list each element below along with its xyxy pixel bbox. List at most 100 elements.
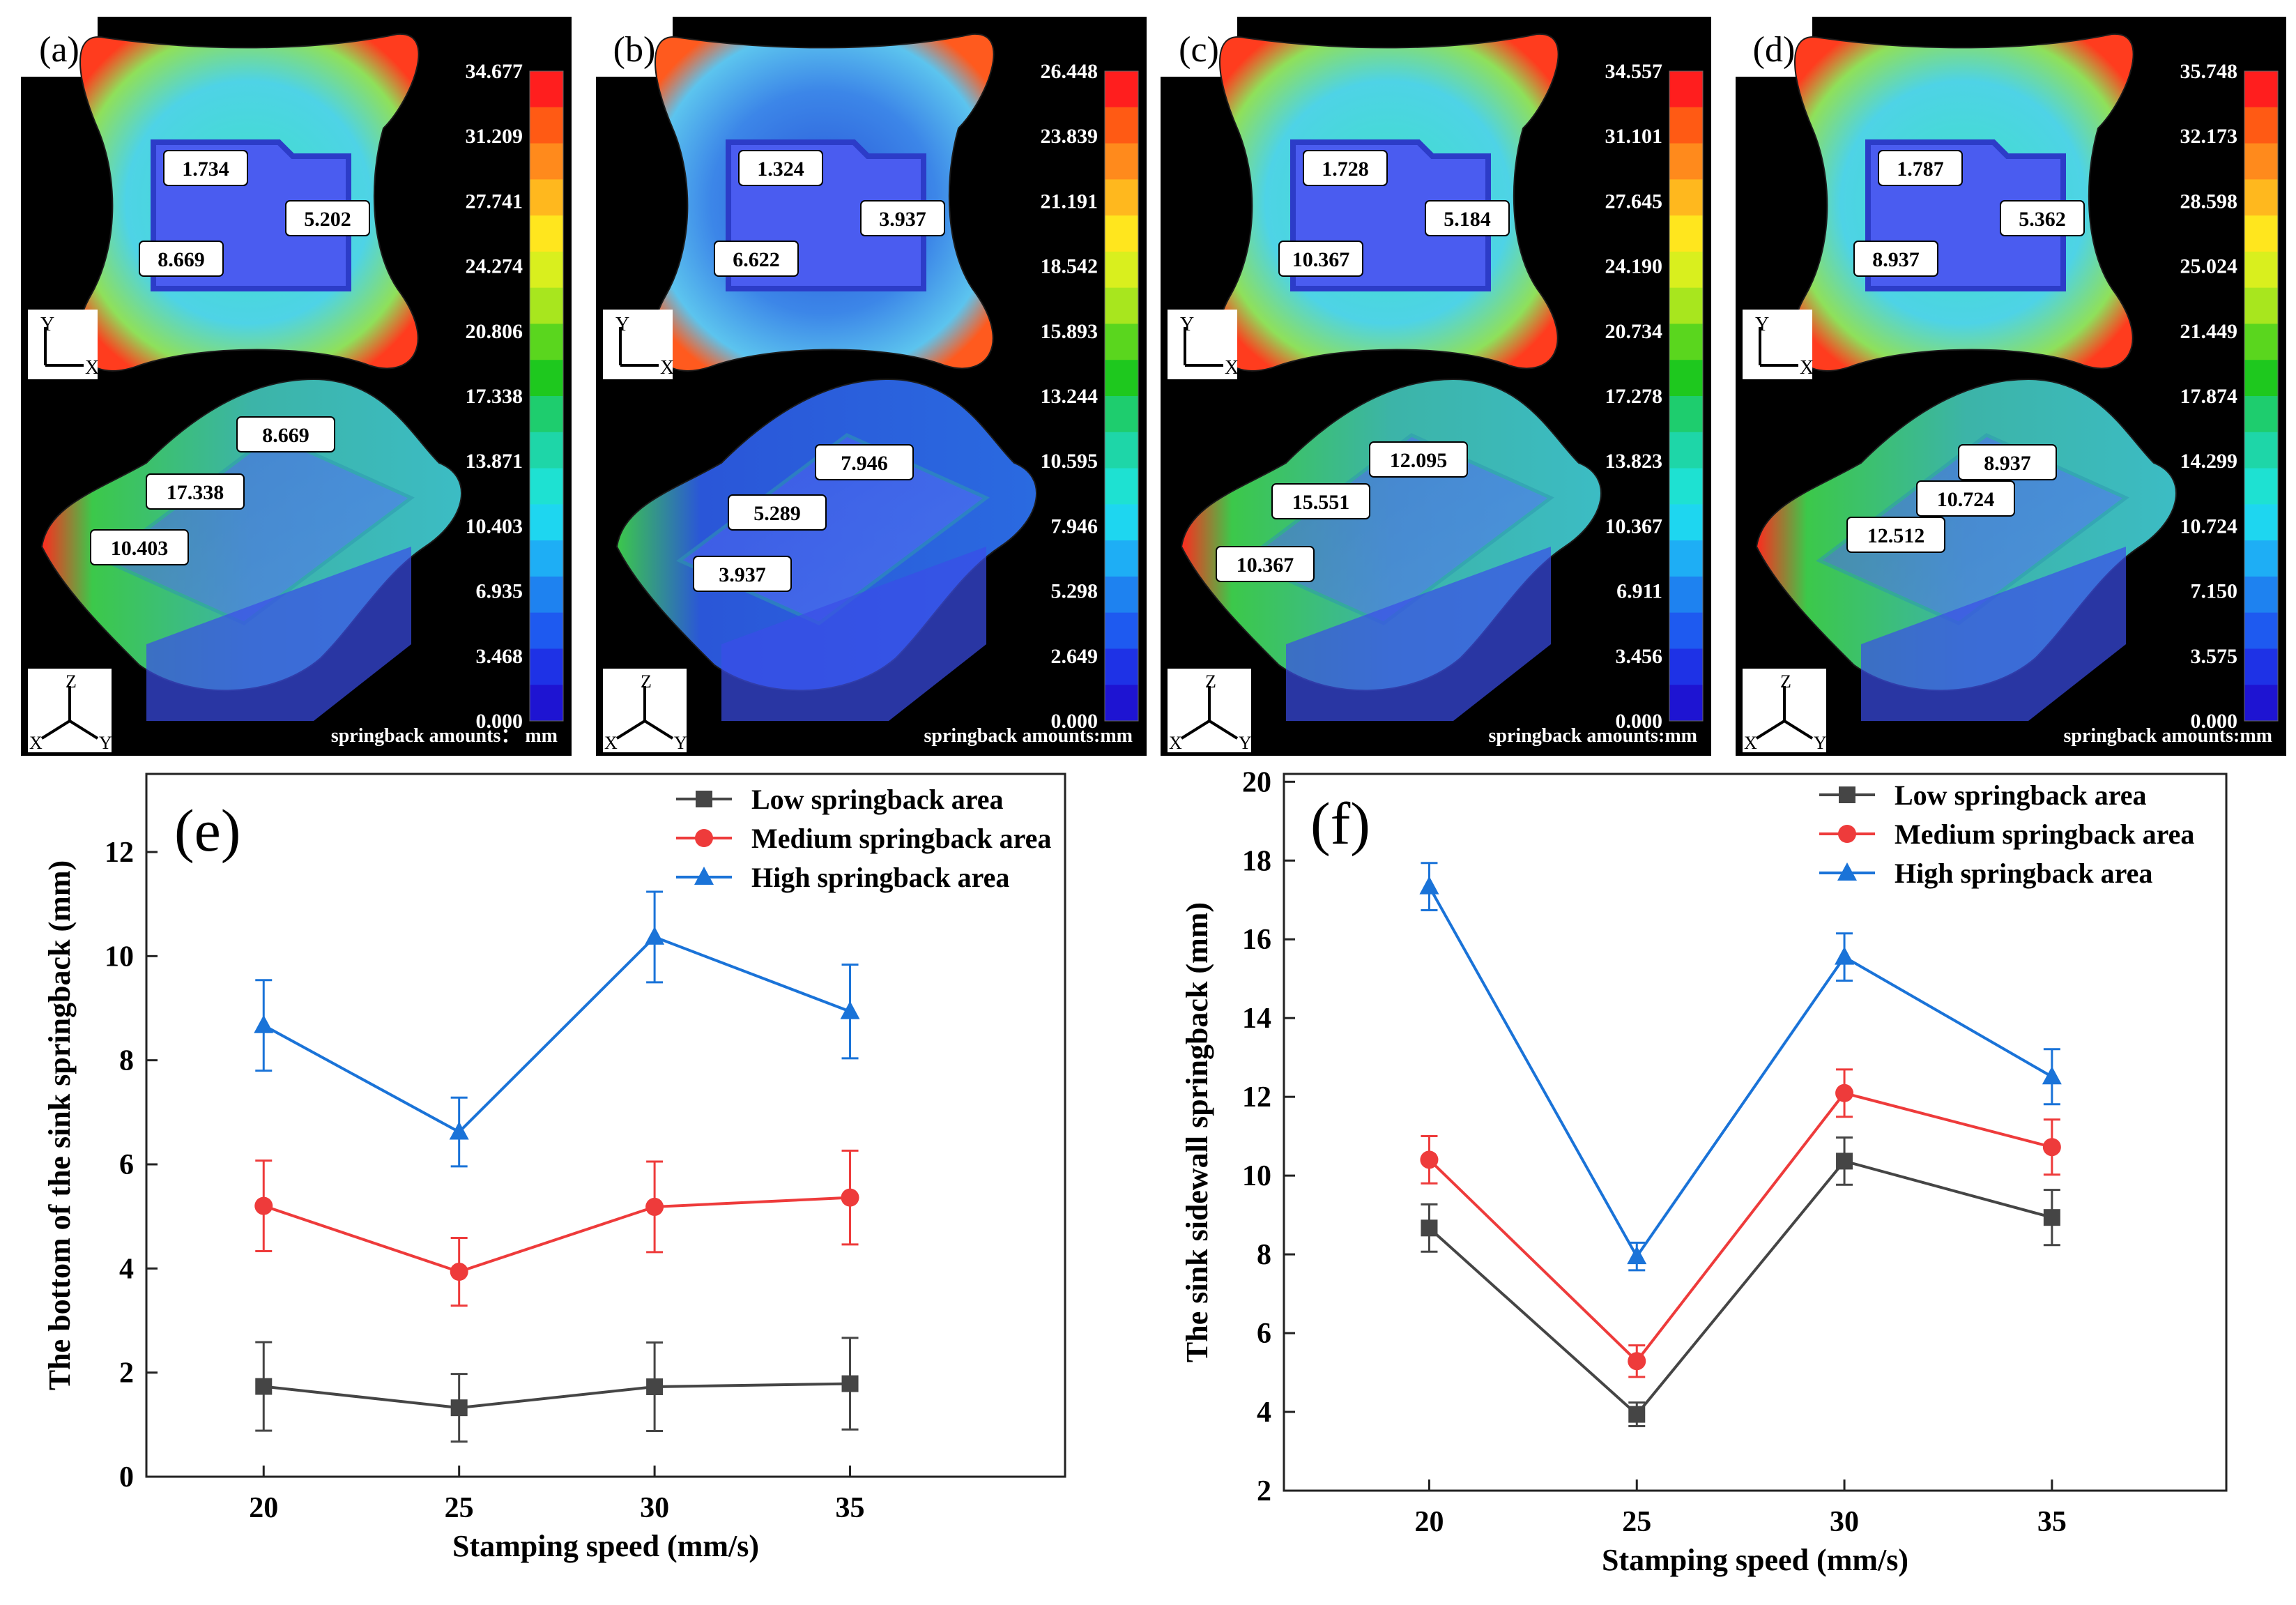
data-point-marker	[1628, 1406, 1646, 1423]
scale-outline	[529, 70, 564, 722]
scale-segment	[1105, 396, 1138, 433]
scale-segment	[2244, 612, 2278, 649]
data-point-marker	[2042, 1138, 2061, 1157]
iso-value-box	[693, 556, 792, 592]
scale-tick-label: 6.935	[476, 580, 523, 603]
legend-label: Low springback area	[1895, 779, 2147, 811]
axis-y-label: Y	[615, 314, 629, 335]
scale-segment	[2244, 432, 2278, 469]
scale-title: springback amounts:mm	[2064, 725, 2272, 747]
iso-value-label: 10.367	[1237, 554, 1294, 577]
scale-segment	[1105, 612, 1138, 649]
iso-value-box	[1271, 483, 1370, 519]
scale-segment	[1669, 143, 1703, 180]
axis-z-label: Z	[66, 671, 77, 692]
contour-panel-b: (b) 1.324 3.937 6.622 Y X 7.946 5.289 3.937 Z X Y 26…	[596, 17, 1147, 756]
iso-value-label: 7.946	[841, 452, 888, 475]
scale-segment	[1105, 143, 1138, 180]
scale-segment	[2244, 251, 2278, 289]
x-tick-label: 35	[2037, 1506, 2067, 1538]
legend-label: Medium springback area	[1895, 819, 2194, 850]
series-triangle	[1419, 862, 2062, 1272]
scale-tick-label: 3.468	[476, 645, 523, 668]
y-tick-label: 2	[1257, 1475, 1271, 1507]
scale-segment	[2244, 215, 2278, 252]
y-tick-label: 2	[119, 1357, 134, 1390]
top-value-box	[1425, 200, 1510, 236]
scale-segment	[530, 143, 563, 180]
y-tick-label: 8	[119, 1045, 134, 1077]
y-tick-label: 10	[1242, 1160, 1271, 1192]
x-axis-label: Stamping speed (mm/s)	[1602, 1543, 1908, 1577]
axis-triad-top-box	[28, 310, 98, 379]
line-chart-e: 0 2 4 6 8 10 12 20 25 30 35 Stamping speed (mm/s) Th…	[43, 773, 1066, 1563]
scale-segment	[1105, 648, 1138, 685]
data-point-marker	[1836, 1153, 1853, 1170]
scale-tick-label: 0.000	[476, 710, 523, 733]
data-point-marker	[450, 1263, 468, 1281]
data-point-marker	[1835, 946, 1855, 965]
top-value-label: 5.362	[2019, 208, 2066, 231]
iso-value-box	[90, 529, 189, 565]
panel-label: (a)	[39, 30, 79, 70]
scale-segment	[1105, 432, 1138, 469]
panel-label: (d)	[1753, 30, 1796, 70]
panel-label: (f)	[1310, 790, 1370, 857]
iso-value-box	[1846, 517, 1945, 553]
scale-tick-label: 35.748	[2180, 60, 2238, 83]
top-value-label: 8.937	[1872, 248, 1920, 271]
scale-segment	[2244, 576, 2278, 614]
axis-y-label: Y	[674, 733, 687, 753]
iso-value-label: 12.512	[1867, 524, 1925, 547]
scale-tick-label: 20.734	[1605, 320, 1663, 343]
scale-tick-label: 25.024	[2180, 255, 2238, 278]
scale-tick-label: 10.403	[466, 515, 523, 538]
scale-segment	[1669, 287, 1703, 324]
axis-x-label: X	[604, 733, 618, 753]
scale-tick-label: 27.741	[466, 190, 523, 213]
axis-triad-iso-lines	[1755, 686, 1814, 740]
scale-segment	[1105, 215, 1138, 252]
top-value-label: 1.787	[1897, 158, 1944, 181]
scale-segment	[2244, 324, 2278, 360]
axis-x-label: X	[1169, 733, 1182, 753]
iso-value-box	[236, 416, 335, 452]
y-tick-label: 0	[119, 1461, 134, 1493]
axis-z-label: Z	[1205, 671, 1216, 692]
iso-value-label: 17.338	[167, 481, 224, 504]
series-line	[263, 1382, 850, 1410]
scale-segment	[530, 215, 563, 252]
scale-segment	[1105, 576, 1138, 614]
scale-segment	[1669, 432, 1703, 469]
scale-title: springback amounts： mm	[331, 725, 558, 747]
scale-tick-label: 3.456	[1616, 645, 1663, 668]
scale-segment	[530, 107, 563, 144]
x-tick-label: 20	[249, 1492, 278, 1524]
iso-value-box	[1958, 444, 2057, 480]
scale-segment	[2244, 71, 2278, 108]
scale-tick-label: 17.278	[1605, 385, 1663, 408]
scale-segment	[1669, 324, 1703, 360]
scale-segment	[1669, 576, 1703, 614]
axis-y-label: Y	[40, 314, 54, 335]
x-tick-label: 35	[836, 1492, 865, 1524]
scale-tick-label: 13.871	[466, 450, 523, 473]
top-value-box	[738, 150, 823, 186]
legend-label: Low springback area	[751, 784, 1004, 815]
y-tick-label: 16	[1242, 924, 1271, 956]
scale-segment	[1105, 685, 1138, 722]
axis-triad-top-lines	[619, 327, 659, 367]
y-tick-label: 6	[119, 1149, 134, 1181]
top-value-box	[1278, 241, 1363, 277]
plot-frame	[1283, 773, 2228, 1492]
iso-value-label: 8.669	[262, 424, 309, 447]
scale-segment	[2244, 287, 2278, 324]
data-point-marker	[696, 791, 712, 807]
scale-tick-label: 26.448	[1041, 60, 1099, 83]
scale-segment	[2244, 360, 2278, 397]
axis-x-label: X	[29, 733, 43, 753]
scale-segment	[530, 540, 563, 577]
data-point-marker	[1835, 1083, 1854, 1102]
axis-triad-top-lines	[44, 327, 84, 367]
